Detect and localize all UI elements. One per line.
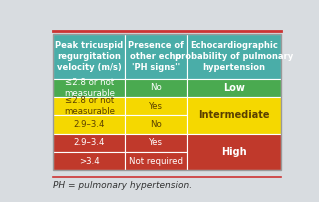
Bar [54,97,125,115]
Bar [125,34,187,79]
Text: ≤2.8 or not
measurable: ≤2.8 or not measurable [64,78,115,98]
Text: No: No [150,83,162,92]
Bar [125,115,187,134]
Text: Echocardiographic
probability of pulmonary
hypertension: Echocardiographic probability of pulmona… [174,41,293,72]
Bar [187,134,281,170]
Bar [54,34,125,79]
Text: Not required: Not required [129,157,183,166]
Bar [54,134,125,152]
Text: Low: Low [223,83,245,93]
Bar [54,79,125,97]
Bar [54,115,125,134]
Bar [125,79,187,97]
Bar [187,79,281,97]
Text: >3.4: >3.4 [79,157,100,166]
Bar [187,97,281,134]
Text: ≤2.8 or not
measurable: ≤2.8 or not measurable [64,96,115,116]
Text: PH = pulmonary hypertension.: PH = pulmonary hypertension. [54,181,193,190]
Text: 2.9–3.4: 2.9–3.4 [74,120,105,129]
Text: No: No [150,120,162,129]
Text: Yes: Yes [149,138,163,147]
Text: 2.9–3.4: 2.9–3.4 [74,138,105,147]
Bar [125,134,187,152]
Text: High: High [221,147,247,157]
Bar [125,97,187,115]
Bar [125,152,187,170]
Text: Intermediate: Intermediate [198,110,270,120]
Bar [187,34,281,79]
Text: Peak tricuspid
regurgitation
velocity (m/s): Peak tricuspid regurgitation velocity (m… [55,41,123,72]
Bar [54,34,281,170]
Text: Presence of
other echo
'PH signs'': Presence of other echo 'PH signs'' [128,41,184,72]
Text: Yes: Yes [149,102,163,111]
Bar [54,152,125,170]
